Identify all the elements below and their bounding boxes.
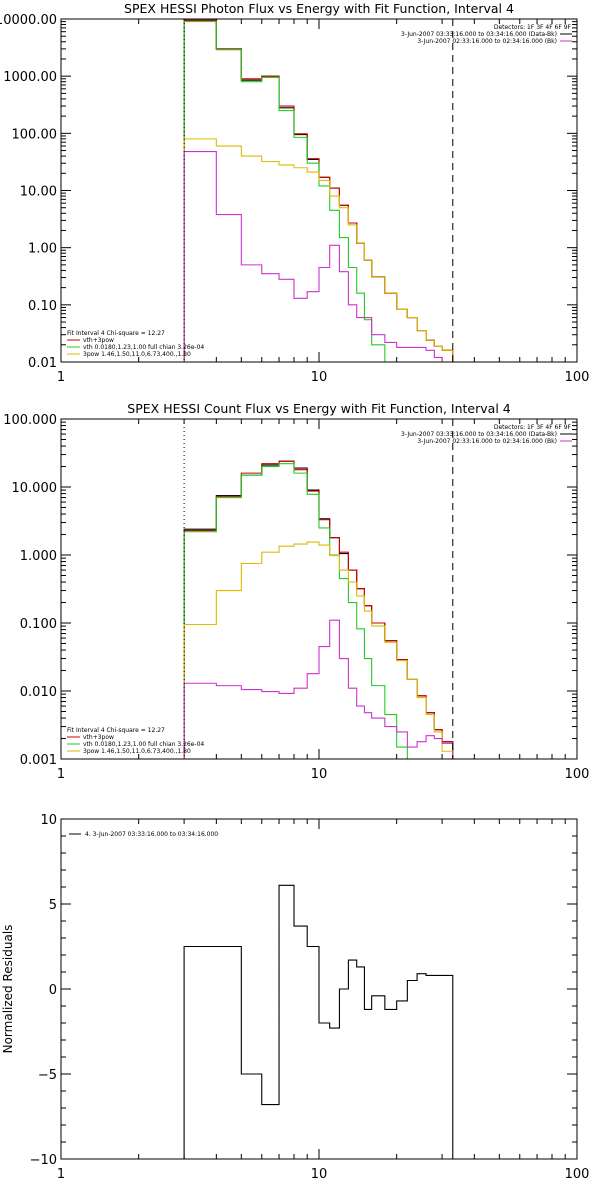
count-flux-panel: SPEX HESSI Count Flux vs Energy with Fit… [3,401,589,782]
series-line-2 [183,463,453,759]
plot-area [183,460,454,759]
legend-entry: 3pow 1.46,1.50,11.0,6.73,400.,1.80 [83,748,191,755]
series-line-0 [183,884,454,1159]
residuals-panel: Normalized Residuals 1 10 100 10 5 0 −5 −10 4. 3-… [1,813,589,1182]
series-line-1 [183,19,454,362]
series-line-1 [183,460,454,759]
series-line-4 [183,151,453,362]
x-tick-label: 100 [565,767,590,782]
y-tick-label: 100.000 [3,413,57,428]
legend-entry: vth 0.0180,1.23,1.00 full chian 3.26e-04 [83,741,204,748]
series-line-3 [183,138,454,362]
x-tick-label: 10 [311,1167,328,1182]
chart-title: SPEX HESSI Photon Flux vs Energy with Fi… [124,1,514,16]
series-line-2 [183,21,453,362]
y-tick-label: 10.00 [20,185,57,200]
y-tick-label: 10000.00 [0,13,57,28]
y-ticks [61,421,577,760]
legend-entry: Detectors: 1F 3F 4F 6F 9F [494,424,572,431]
legend-entry: 3-Jun-2007 02:33:16.000 to 02:34:16.000 … [417,38,557,45]
plot-frame [60,18,578,363]
y-tick-label: 10.000 [12,481,58,496]
x-tick-label: 1 [57,370,65,385]
series-line-4 [183,619,454,759]
legend-entry: Fit Interval 4 Chi-square = 12.27 [67,330,165,337]
x-tick-label: 10 [311,767,328,782]
series-line-0 [183,460,454,759]
plot-area [183,884,454,1159]
y-tick-label: 0.001 [20,753,57,768]
x-tick-label: 10 [311,370,328,385]
x-ticks [60,419,578,759]
y-tick-label: 1.00 [28,242,57,257]
y-tick-label: −5 [38,1068,57,1083]
legend-entry: Detectors: 1F 3F 4F 6F 9F [494,24,572,31]
legend-entry: Fit Interval 4 Chi-square = 12.27 [67,727,165,734]
legend-entry: vth+3pow [83,337,114,344]
y-tick-label: 5 [49,898,57,913]
y-ticks [61,21,577,363]
x-tick-label: 1 [57,1167,65,1182]
photon-flux-panel: SPEX HESSI Photon Flux vs Energy with Fi… [0,1,589,385]
x-tick-label: 1 [57,767,65,782]
legend-entry: 3-Jun-2007 03:33:16.000 to 03:34:16.000 … [401,431,557,438]
y-tick-label: 0.100 [20,617,57,632]
y-tick-label: 100.00 [12,127,58,142]
plot-frame [60,418,578,760]
legend-entry: 4. 3-Jun-2007 03:33:16.000 to 03:34:16.0… [85,831,218,838]
x-tick-label: 100 [565,1167,590,1182]
y-axis-label: Normalized Residuals [1,925,15,1054]
legend-entry: 3pow 1.46,1.50,11.0,6.73,400.,1.80 [83,351,191,358]
y-tick-label: 0.01 [28,356,57,371]
y-tick-label: 1000.00 [3,70,57,85]
y-tick-label: 0.010 [20,685,57,700]
legend-entry: 3-Jun-2007 02:33:16.000 to 02:34:16.000 … [417,438,557,445]
series-line-0 [183,19,454,362]
plot-area [183,19,454,362]
legend-entry: vth+3pow [83,734,114,741]
plot-frame [60,818,578,1160]
x-tick-label: 100 [565,370,590,385]
y-tick-label: 10 [40,813,57,828]
x-ticks [60,19,578,362]
legend-entry: vth 0.0180,1.23,1.00 full chian 3.26e-04 [83,344,204,351]
y-tick-label: 0 [49,983,57,998]
chart-title: SPEX HESSI Count Flux vs Energy with Fit… [127,401,510,416]
y-tick-label: −10 [30,1153,57,1168]
legend-entry: 3-Jun-2007 03:33:16.000 to 03:34:16.000 … [401,31,557,38]
y-tick-label: 1.000 [20,549,57,564]
y-tick-label: 0.10 [28,299,57,314]
series-line-3 [183,541,454,759]
